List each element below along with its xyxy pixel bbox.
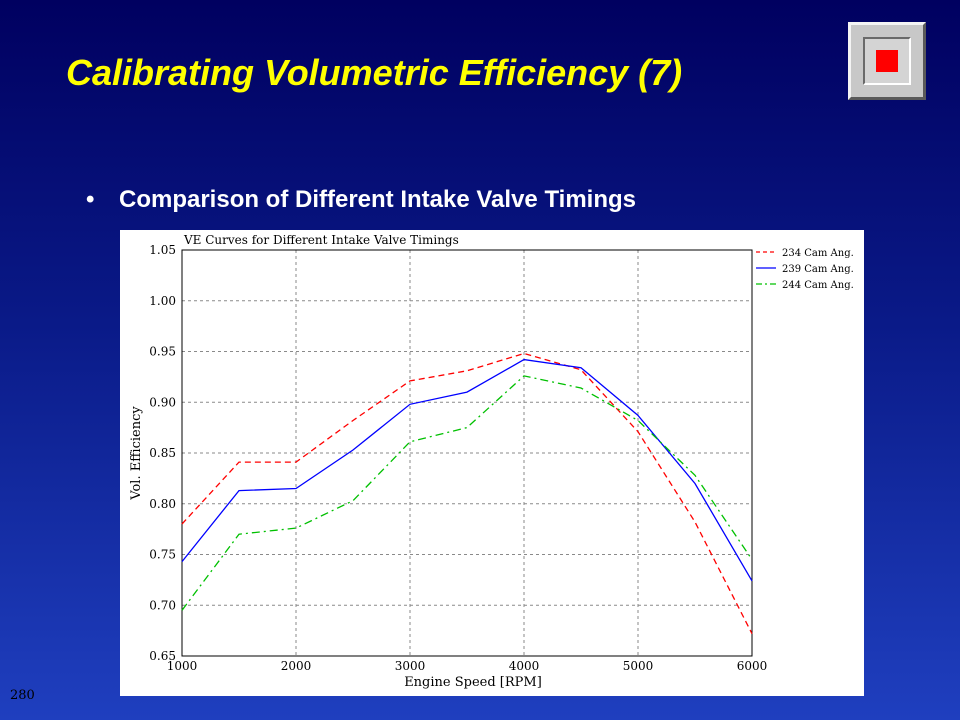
nav-button-frame [863,37,911,85]
slide-title: Calibrating Volumetric Efficiency (7) [66,52,683,93]
x-tick-label: 4000 [509,659,540,673]
x-tick-label: 1000 [167,659,198,673]
bullet-dot: • [86,186,95,213]
x-axis-label: Engine Speed [RPM] [404,675,542,690]
legend-label-2: 239 Cam Ang. [782,264,854,275]
y-tick-label: 0.95 [149,345,176,359]
legend-label-1: 234 Cam Ang. [782,248,854,259]
y-tick-label: 0.75 [149,548,176,562]
page-number: 280 [10,688,35,703]
y-tick-label: 0.85 [149,446,176,460]
nav-button[interactable] [848,22,926,100]
chart-title: VE Curves for Different Intake Valve Tim… [183,233,459,247]
x-tick-label: 6000 [737,659,768,673]
y-tick-label: 1.00 [149,294,176,308]
bullet-text: Comparison of Different Intake Valve Tim… [119,186,637,213]
stop-square-icon [876,50,898,72]
x-tick-label: 3000 [395,659,426,673]
y-tick-label: 0.90 [149,395,176,409]
y-tick-label: 0.70 [149,598,176,612]
x-tick-label: 5000 [623,659,654,673]
bullet-item: • Comparison of Different Intake Valve Ti… [86,186,636,214]
y-tick-label: 1.05 [149,243,176,257]
y-tick-label: 0.80 [149,497,176,511]
chart-panel: 1000 2000 3000 4000 5000 6000 0.65 0.70 0.75 0.80… [120,230,864,696]
legend-label-3: 244 Cam Ang. [782,280,854,291]
y-tick-label: 0.65 [149,649,176,663]
ve-chart: 1000 2000 3000 4000 5000 6000 0.65 0.70 0.75 0.80… [129,233,854,690]
series-line-1 [181,352,753,634]
plot-frame [181,249,753,657]
y-axis-label: Vol. Efficiency [129,406,144,501]
series-line-3 [181,375,753,611]
series-line-2 [181,358,753,582]
x-tick-label: 2000 [281,659,312,673]
